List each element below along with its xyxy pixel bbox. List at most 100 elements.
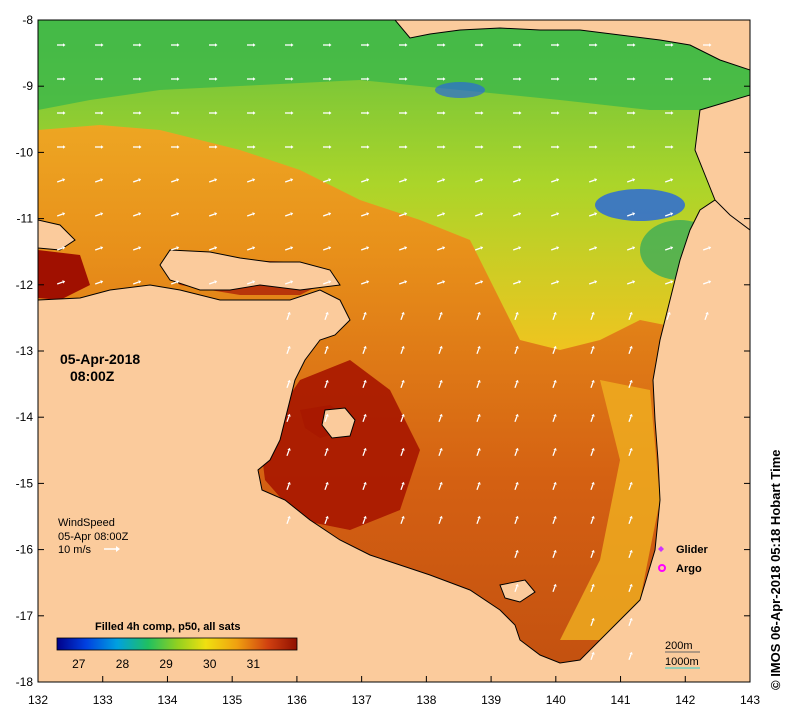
wind-arrow: [590, 617, 595, 627]
wind-arrow: [399, 111, 408, 115]
wind-arrow: [550, 178, 560, 183]
wind-arrow: [513, 43, 522, 47]
wind-arrow: [552, 379, 557, 389]
x-tick-label: 135: [222, 693, 242, 707]
wind-arrow: [474, 280, 484, 285]
wind-arrow: [476, 413, 481, 423]
wind-arrow: [588, 246, 598, 251]
map-date: 05-Apr-2018: [60, 351, 140, 367]
imos-credit: © IMOS 06-Apr-2018 05:18 Hobart Time: [768, 449, 783, 690]
wind-arrow: [94, 280, 104, 285]
wind-arrow: [95, 43, 104, 47]
wind-arrow: [702, 246, 712, 251]
wind-arrow: [400, 447, 405, 457]
wind-arrow: [322, 246, 332, 251]
wind-arrow: [399, 77, 408, 81]
wind-arrow: [323, 111, 332, 115]
wind-arrow: [132, 212, 142, 217]
wind-arrow: [513, 111, 522, 115]
wind-arrow: [589, 77, 598, 81]
wind-arrow: [436, 178, 446, 183]
wind-arrow: [436, 246, 446, 251]
wind-arrow: [550, 212, 560, 217]
wind-arrow: [360, 178, 370, 183]
wind-arrow: [285, 77, 294, 81]
wind-arrow: [438, 311, 443, 321]
wind-arrow: [512, 212, 522, 217]
wind-arrow: [284, 178, 294, 183]
x-tick-label: 143: [740, 693, 760, 707]
wind-arrow: [550, 280, 560, 285]
wind-arrow: [552, 481, 557, 491]
wind-arrow: [551, 43, 560, 47]
wind-arrow: [476, 481, 481, 491]
wind-arrow: [588, 178, 598, 183]
wind-arrow: [590, 549, 595, 559]
wind-arrow: [474, 246, 484, 251]
wind-arrow: [324, 379, 329, 389]
wind-arrow: [246, 178, 256, 183]
wind-arrow: [324, 481, 329, 491]
x-tick-label: 133: [93, 693, 113, 707]
wind-arrow: [170, 178, 180, 183]
wind-arrow: [284, 212, 294, 217]
wind-arrow: [362, 345, 367, 355]
wind-arrow: [56, 246, 66, 251]
wind-arrow: [398, 212, 408, 217]
wind-legend-time: 05-Apr 08:00Z: [58, 531, 129, 543]
wind-arrow: [56, 178, 66, 183]
wind-arrow: [286, 447, 291, 457]
wind-arrow: [57, 111, 66, 115]
x-tick-label: 136: [287, 693, 307, 707]
colorbar-tick-label: 29: [159, 657, 173, 671]
wind-arrow: [438, 345, 443, 355]
wind-arrow: [551, 77, 560, 81]
wind-arrow: [512, 178, 522, 183]
wind-arrow: [437, 77, 446, 81]
glider-legend: Glider: [658, 544, 709, 556]
wind-arrow: [284, 246, 294, 251]
wind-arrow: [628, 481, 633, 491]
wind-arrow: [171, 111, 180, 115]
wind-arrow: [56, 212, 66, 217]
warm-east-coast: [560, 380, 660, 640]
x-tick-label: 132: [28, 693, 48, 707]
wind-arrow: [628, 311, 633, 321]
y-tick-label: -10: [16, 145, 34, 159]
wind-arrow: [436, 212, 446, 217]
wind-arrow: [588, 212, 598, 217]
wind-arrow: [550, 246, 560, 251]
wind-arrows: [56, 43, 712, 661]
wind-arrow: [627, 77, 636, 81]
wind-arrow: [324, 515, 329, 525]
land-cape-york: [694, 94, 750, 231]
wind-arrow: [590, 345, 595, 355]
wind-arrow: [514, 413, 519, 423]
colorbar-ticks: 27 28 29 30 31: [72, 657, 260, 671]
wind-arrow: [208, 178, 218, 183]
argo-label: Argo: [676, 563, 702, 575]
wind-arrow: [247, 111, 256, 115]
wind-arrow: [588, 280, 598, 285]
wind-arrow: [286, 379, 291, 389]
wind-arrow: [246, 246, 256, 251]
wind-arrow: [514, 311, 519, 321]
wind-arrow: [590, 515, 595, 525]
y-tick-label: -11: [17, 212, 34, 226]
wind-arrow: [209, 145, 218, 149]
wind-arrow: [360, 280, 370, 285]
wind-arrow: [285, 145, 294, 149]
wind-arrow: [514, 583, 519, 593]
wind-arrow: [171, 77, 180, 81]
wind-arrow: [437, 145, 446, 149]
wind-arrow: [628, 447, 633, 457]
y-tick-label: -9: [22, 79, 33, 93]
x-tick-label: 137: [352, 693, 372, 707]
wind-arrow: [208, 280, 218, 285]
wind-arrow: [171, 145, 180, 149]
wind-arrow: [665, 43, 674, 47]
wind-arrow: [400, 345, 405, 355]
wind-arrow: [702, 280, 712, 285]
wind-arrow: [628, 651, 633, 661]
colorbar-tick-label: 27: [72, 657, 86, 671]
